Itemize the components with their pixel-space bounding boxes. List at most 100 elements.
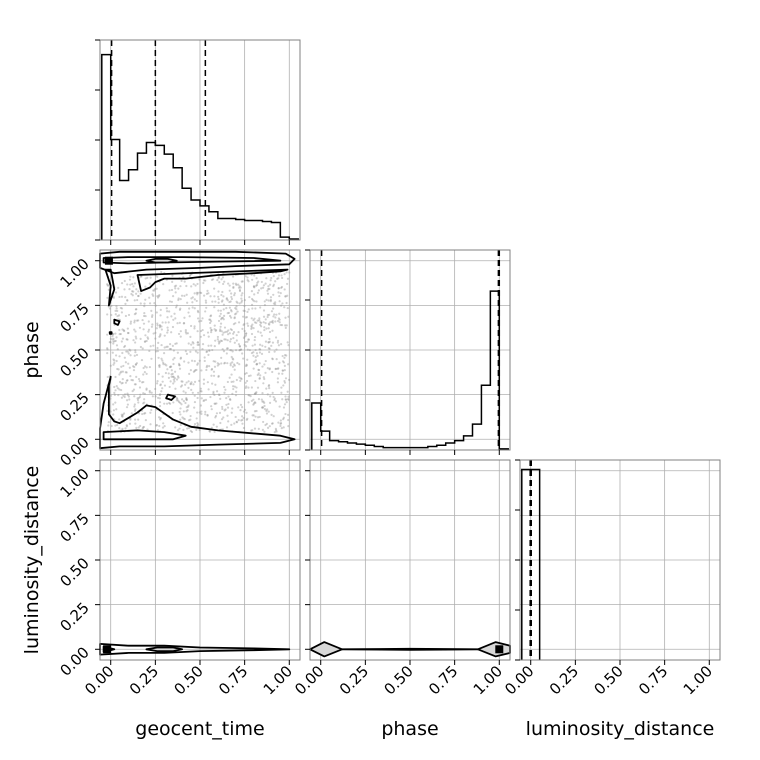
scatter-point: [196, 396, 199, 400]
scatter-point: [106, 313, 109, 316]
scatter-point: [172, 358, 175, 361]
scatter-point: [227, 282, 230, 285]
scatter-point: [273, 397, 276, 400]
scatter-point: [169, 402, 172, 405]
scatter-point: [274, 280, 277, 283]
scatter-point: [109, 337, 112, 340]
scatter-point: [145, 387, 148, 390]
scatter-point: [147, 337, 150, 340]
scatter-point: [184, 401, 187, 405]
scatter-point: [226, 339, 229, 342]
scatter-point: [189, 368, 192, 372]
scatter-point: [169, 347, 173, 351]
scatter-point: [156, 396, 160, 399]
scatter-point: [220, 278, 223, 281]
scatter-point: [266, 313, 269, 317]
scatter-point: [115, 384, 118, 388]
scatter-point: [264, 345, 267, 348]
scatter-point: [188, 372, 191, 375]
scatter-point: [160, 357, 163, 360]
scatter-point: [196, 330, 199, 333]
scatter-point: [151, 314, 154, 317]
x-tick-label: 0.75: [215, 662, 251, 698]
scatter-point: [254, 379, 257, 383]
scatter-point: [189, 335, 192, 338]
scatter-point: [268, 323, 271, 326]
scatter-point: [124, 427, 127, 430]
histogram-step: [101, 53, 299, 240]
scatter-point: [168, 310, 171, 313]
scatter-point: [139, 337, 142, 340]
scatter-point: [259, 348, 262, 351]
scatter-point: [134, 408, 137, 411]
scatter-point: [272, 315, 275, 318]
scatter-point: [162, 363, 165, 366]
scatter-point: [188, 307, 191, 310]
scatter-point: [124, 361, 127, 364]
scatter-point: [144, 285, 147, 288]
scatter-point: [112, 358, 115, 361]
scatter-point: [137, 294, 140, 298]
scatter-point: [170, 331, 173, 334]
scatter-point: [252, 327, 255, 330]
scatter-point: [210, 329, 213, 332]
scatter-point: [196, 309, 200, 313]
scatter-point: [109, 410, 112, 413]
scatter-point: [153, 287, 157, 291]
scatter-point: [286, 277, 290, 280]
scatter-point: [263, 300, 266, 303]
scatter-point: [266, 289, 269, 292]
scatter-point: [256, 319, 259, 322]
scatter-point: [243, 309, 246, 313]
scatter-point: [178, 321, 181, 324]
scatter-point: [285, 401, 288, 404]
scatter-point: [229, 349, 232, 352]
scatter-point: [255, 321, 258, 324]
scatter-point: [129, 275, 132, 278]
scatter-point: [269, 300, 272, 303]
scatter-point: [158, 324, 161, 327]
scatter-point: [120, 311, 124, 314]
scatter-point: [126, 283, 129, 286]
scatter-point: [265, 327, 268, 330]
scatter-point: [174, 291, 177, 294]
scatter-point: [131, 379, 135, 382]
scatter-point: [158, 393, 161, 397]
scatter-point: [284, 326, 287, 330]
scatter-point: [123, 356, 126, 359]
scatter-point: [159, 383, 162, 386]
scatter-point: [172, 401, 175, 404]
scatter-point: [200, 397, 203, 400]
scatter-point: [283, 288, 286, 291]
scatter-point: [255, 362, 259, 365]
scatter-point: [143, 401, 146, 404]
scatter-point: [171, 344, 174, 347]
scatter-point: [133, 319, 136, 322]
scatter-point: [253, 338, 256, 342]
scatter-point: [159, 418, 162, 421]
scatter-point: [209, 315, 212, 318]
density-contour: [102, 256, 282, 265]
scatter-point: [287, 363, 290, 366]
scatter-point: [116, 309, 119, 313]
scatter-point: [111, 335, 114, 338]
density-contour: [476, 641, 511, 658]
scatter-point: [143, 371, 146, 374]
scatter-point: [125, 406, 129, 409]
scatter-point: [195, 417, 198, 420]
scatter-point: [201, 317, 204, 320]
scatter-point: [137, 319, 140, 322]
scatter-point: [206, 364, 209, 367]
scatter-point: [250, 351, 254, 355]
scatter-point: [117, 286, 120, 290]
scatter-point: [114, 339, 117, 343]
scatter-point: [128, 278, 132, 281]
scatter-point: [253, 418, 256, 422]
scatter-point: [118, 380, 122, 384]
scatter-point: [286, 390, 289, 393]
scatter-point: [284, 316, 287, 319]
scatter-point: [154, 304, 157, 307]
scatter-point: [285, 354, 288, 357]
scatter-point: [131, 390, 134, 393]
